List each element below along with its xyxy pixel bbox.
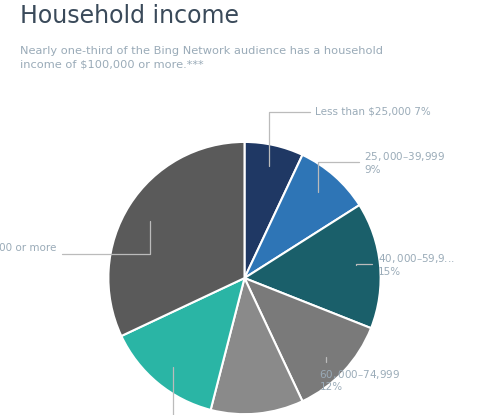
Text: $75,000 – $99,999 14%: $75,000 – $99,999 14% [173, 367, 324, 415]
Wedge shape [244, 205, 380, 328]
Text: Nearly one-third of the Bing Network audience has a household
income of $100,000: Nearly one-third of the Bing Network aud… [20, 46, 382, 70]
Text: Household income: Household income [20, 4, 238, 28]
Text: $25,000 – $39,999
9%: $25,000 – $39,999 9% [318, 150, 445, 192]
Text: Less than $25,000 7%: Less than $25,000 7% [268, 107, 430, 166]
Text: $40,000 – $59,9...
15%: $40,000 – $59,9... 15% [355, 252, 454, 277]
Wedge shape [121, 278, 244, 410]
Wedge shape [210, 278, 302, 414]
Wedge shape [244, 155, 359, 278]
Wedge shape [244, 142, 302, 278]
Wedge shape [108, 142, 244, 336]
Text: $60,000 – $74,999
12%: $60,000 – $74,999 12% [319, 357, 400, 393]
Wedge shape [244, 278, 370, 401]
Text: $100,000 or more
32%: $100,000 or more 32% [0, 221, 150, 264]
